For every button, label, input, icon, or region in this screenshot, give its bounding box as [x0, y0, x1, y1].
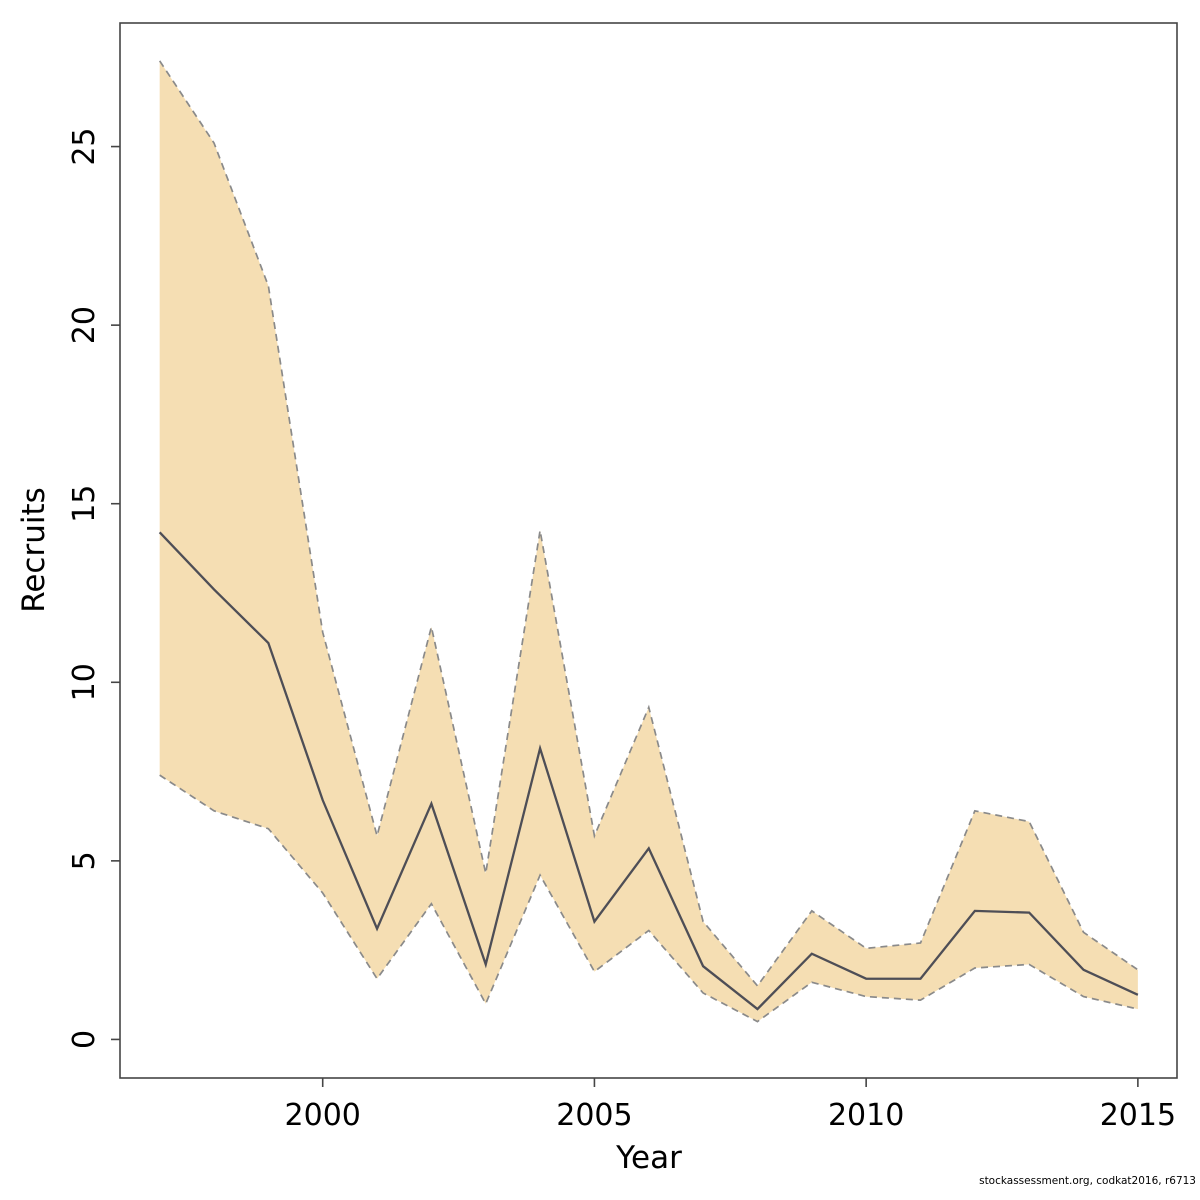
estimate-line — [158, 531, 1139, 1011]
x-axis-tick-label: 2005 — [556, 1098, 632, 1133]
x-axis-tick-label: 2000 — [285, 1098, 361, 1133]
y-axis-tick-label: 20 — [67, 306, 102, 344]
y-axis-label: Recruits — [16, 487, 52, 613]
y-axis-tick-label: 5 — [67, 851, 102, 870]
x-axis-tick-label: 2015 — [1100, 1098, 1176, 1133]
confidence-band — [159, 60, 1138, 1022]
y-axis-tick-label: 25 — [67, 127, 102, 165]
plot-border — [119, 22, 1178, 1079]
x-axis-label: Year — [616, 1140, 682, 1176]
y-axis-tick-label: 10 — [67, 663, 102, 701]
y-axis-tick-label: 15 — [67, 485, 102, 523]
source-caption: stockassessment.org, codkat2016, r6713 — [979, 1175, 1196, 1187]
ci-lower-line — [159, 774, 1139, 1023]
x-axis-tick-label: 2010 — [828, 1098, 904, 1133]
ci-upper-line — [158, 60, 1139, 988]
y-axis-tick-label: 0 — [67, 1030, 102, 1049]
